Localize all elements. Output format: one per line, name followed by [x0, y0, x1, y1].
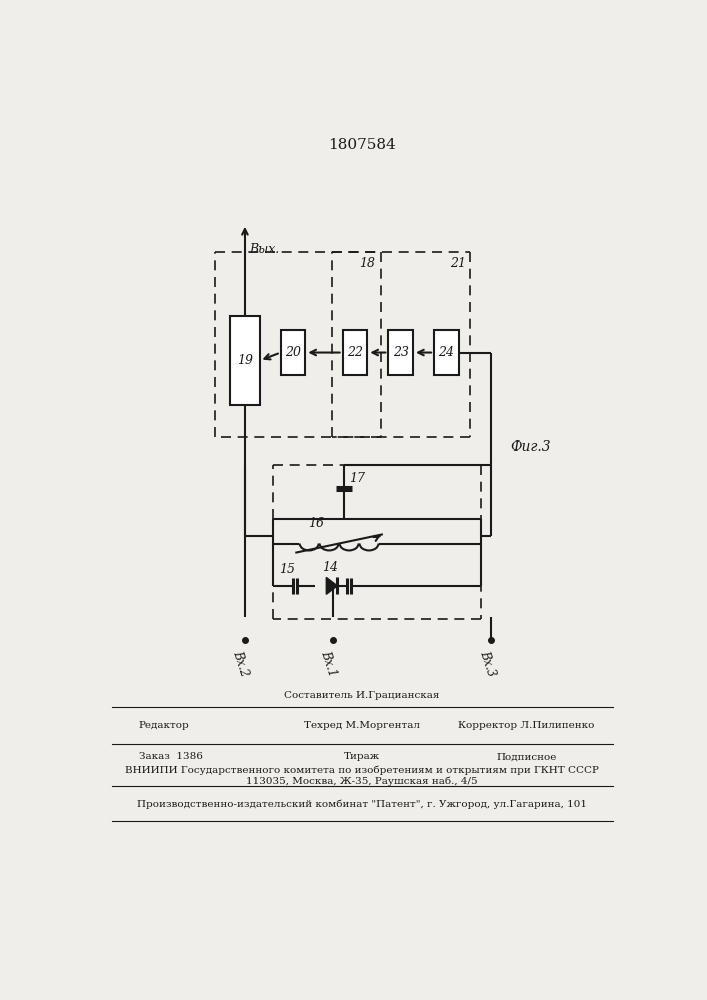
Bar [230, 316, 259, 405]
Text: Вх.3: Вх.3 [477, 649, 498, 678]
Text: 24: 24 [438, 346, 455, 359]
Text: 15: 15 [279, 563, 296, 576]
Text: Тираж: Тираж [344, 752, 380, 761]
Text: Производственно-издательский комбинат "Патент", г. Ужгород, ул.Гагарина, 101: Производственно-издательский комбинат "П… [137, 800, 587, 809]
Text: 16: 16 [308, 517, 324, 530]
Bar [388, 330, 413, 375]
Text: Подписное: Подписное [496, 752, 556, 761]
Text: Редактор: Редактор [139, 721, 189, 730]
Text: ВНИИПИ Государственного комитета по изобретениям и открытиям при ГКНТ СССР: ВНИИПИ Государственного комитета по изоб… [125, 766, 599, 775]
Text: 18: 18 [359, 257, 375, 270]
Text: Вх.2: Вх.2 [230, 649, 251, 678]
Text: 22: 22 [347, 346, 363, 359]
Text: 21: 21 [450, 257, 466, 270]
Text: Вых.: Вых. [250, 243, 280, 256]
Bar [343, 330, 368, 375]
Polygon shape [327, 577, 337, 594]
Text: Техред М.Моргентал: Техред М.Моргентал [304, 721, 420, 730]
Text: 14: 14 [322, 561, 338, 574]
Text: 17: 17 [349, 472, 365, 485]
Bar [434, 330, 459, 375]
Text: 19: 19 [237, 354, 253, 367]
Text: Вх.1: Вх.1 [318, 649, 339, 678]
Text: 23: 23 [392, 346, 409, 359]
Text: Составитель И.Грацианская: Составитель И.Грацианская [284, 691, 440, 700]
Text: 20: 20 [285, 346, 301, 359]
Text: 113035, Москва, Ж-35, Раушская наб., 4/5: 113035, Москва, Ж-35, Раушская наб., 4/5 [246, 777, 478, 786]
Text: 1807584: 1807584 [328, 138, 396, 152]
Text: Корректор Л.Пилипенко: Корректор Л.Пилипенко [458, 721, 595, 730]
Text: Заказ  1386: Заказ 1386 [139, 752, 203, 761]
Text: Фиг.3: Фиг.3 [510, 440, 551, 454]
Bar [281, 330, 305, 375]
